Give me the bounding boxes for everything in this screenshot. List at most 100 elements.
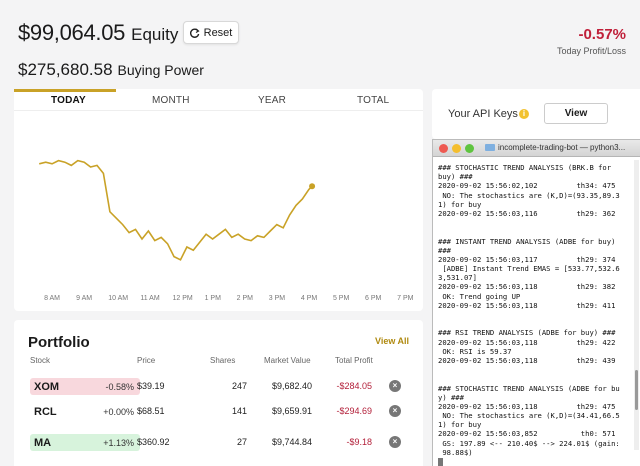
remove-stock-icon[interactable]: × — [389, 405, 401, 417]
terminal-line: [ADBE] Instant Trend EMAS = [533.77,532.… — [438, 264, 620, 274]
terminal-line: 2020-09-02 15:56:03,118 th29: 475 — [438, 401, 616, 411]
terminal-line: OK: Trend going UP — [438, 291, 521, 301]
active-tab-underline — [14, 89, 116, 92]
terminal-line: ### INSTANT TREND ANALYSIS (ADBE for buy… — [438, 236, 616, 246]
col-price: Price — [137, 356, 156, 365]
terminal-window[interactable]: incomplete-trading-bot — python3... ### … — [432, 139, 640, 466]
stock-change: +0.00% — [103, 406, 134, 417]
terminal-title: incomplete-trading-bot — python3... — [485, 143, 625, 152]
stock-price: $39.19 — [137, 381, 165, 391]
x-tick-label: 9 AM — [76, 295, 93, 302]
x-tick-label: 4 PM — [300, 295, 318, 302]
stock-market-value: $9,744.84 — [271, 437, 312, 447]
equity-row: $99,064.05 Equity — [18, 20, 178, 46]
terminal-line: ### RSI TREND ANALYSIS (ADBE for buy) ##… — [438, 328, 616, 338]
minimize-icon[interactable] — [452, 144, 461, 153]
x-tick-label: 6 PM — [365, 295, 382, 302]
x-tick-label: 7 PM — [397, 295, 414, 302]
close-icon[interactable] — [439, 144, 448, 153]
stock-total-profit: -$284.05 — [336, 381, 372, 391]
terminal-line: 2020-09-02 15:56:03,116 th29: 362 — [438, 208, 616, 218]
buying-power-row: $275,680.58 Buying Power — [18, 60, 204, 80]
stock-market-value: $9,682.40 — [271, 381, 312, 391]
stock-shares: 27 — [236, 437, 247, 447]
stock-total-profit: -$294.69 — [336, 406, 372, 416]
tab-month[interactable]: MONTH — [152, 95, 190, 106]
table-row[interactable]: RCL +0.00% $68.51 141 $9,659.91 -$294.69 × — [14, 403, 423, 421]
terminal-line: OK: RSI is 59.37 — [438, 346, 512, 356]
terminal-line — [438, 218, 628, 227]
terminal-output: ### STOCHASTIC TREND ANALYSIS (BRK.B for… — [438, 163, 628, 466]
stock-symbol: XOM — [34, 380, 60, 393]
x-tick-label: 12 PM — [172, 295, 193, 302]
remove-stock-icon[interactable]: × — [389, 436, 401, 448]
terminal-line: 3,531.07] — [438, 273, 477, 283]
col-total-profit: Total Profit — [335, 356, 373, 365]
terminal-line: 2020-09-02 15:56:02,102 th34: 475 — [438, 181, 616, 191]
stock-shares: 247 — [231, 381, 247, 391]
table-row[interactable]: MA +1.13% $360.92 27 $9,744.84 -$9.18 × — [14, 434, 423, 452]
view-api-keys-button[interactable]: View — [544, 103, 608, 124]
terminal-titlebar[interactable]: incomplete-trading-bot — python3... — [433, 140, 640, 157]
equity-chart — [39, 159, 316, 261]
chart-card: TODAY MONTH YEAR TOTAL 8 AM 9 AM 10 AM 11 A… — [14, 89, 423, 311]
tab-total[interactable]: TOTAL — [357, 95, 390, 106]
terminal-scrollbar[interactable] — [634, 160, 639, 450]
info-icon[interactable]: i — [519, 109, 529, 119]
terminal-line: NO: The stochastics are (K,D)=(34.41,66.… — [438, 411, 620, 421]
stock-change: -0.58% — [105, 381, 134, 392]
terminal-line: ### STOCHASTIC TREND ANALYSIS (BRK.B for — [438, 163, 612, 172]
stock-change: +1.13% — [103, 437, 134, 448]
terminal-line: y) ### — [438, 392, 464, 402]
terminal-line: 98.88$) — [438, 447, 473, 457]
terminal-line: 2020-09-02 15:56:03,852 th0: 571 — [438, 429, 616, 439]
terminal-line: GS: 197.89 <-- 210.40$ --> 224.01$ (gain… — [438, 438, 620, 448]
x-tick-label: 3 PM — [268, 295, 286, 302]
terminal-line: 2020-09-02 15:56:03,117 th29: 374 — [438, 254, 616, 264]
terminal-line: buy) ### — [438, 172, 473, 182]
x-tick-label: 2 PM — [236, 295, 253, 302]
stock-price: $360.92 — [137, 437, 170, 447]
terminal-title-text: incomplete-trading-bot — python3... — [498, 143, 626, 152]
x-tick-label: 11 AM — [140, 295, 160, 302]
reset-button[interactable]: Reset — [183, 21, 239, 44]
terminal-line — [438, 374, 628, 383]
x-tick-label: 8 AM — [44, 295, 61, 302]
stock-total-profit: -$9.18 — [346, 437, 372, 447]
terminal-line — [438, 319, 628, 328]
reset-icon — [189, 28, 200, 38]
terminal-line: 2020-09-02 15:56:03,118 th29: 382 — [438, 282, 616, 292]
stock-price: $68.51 — [137, 406, 165, 416]
portfolio-title: Portfolio — [28, 334, 90, 351]
portfolio-card: Portfolio View All Stock Price Shares Ma… — [14, 320, 423, 466]
tab-year[interactable]: YEAR — [258, 95, 287, 106]
x-tick-label: 1 PM — [204, 295, 221, 302]
chart-tabs: TODAY MONTH YEAR TOTAL — [14, 89, 423, 111]
stock-pill[interactable]: RCL +0.00% — [30, 403, 140, 420]
terminal-scroll-thumb[interactable] — [635, 370, 638, 410]
terminal-line: ### — [438, 245, 451, 255]
folder-icon — [485, 144, 495, 151]
api-keys-label: Your API Keys — [448, 108, 518, 120]
terminal-line: 2020-09-02 15:56:03,118 th29: 411 — [438, 300, 616, 310]
terminal-line: 2020-09-02 15:56:03,118 th29: 422 — [438, 337, 616, 347]
terminal-line: 2020-09-02 15:56:03,118 th29: 439 — [438, 355, 616, 365]
tab-today[interactable]: TODAY — [51, 95, 86, 106]
terminal-line: NO: The stochastics are (K,D)=(93.35,89.… — [438, 190, 620, 200]
today-profit-label: Today Profit/Loss — [556, 46, 626, 56]
table-row[interactable]: XOM -0.58% $39.19 247 $9,682.40 -$284.05 × — [14, 378, 423, 396]
view-all-link[interactable]: View All — [374, 336, 409, 346]
stock-shares: 141 — [231, 406, 247, 416]
remove-stock-icon[interactable]: × — [389, 380, 401, 392]
api-keys-card: Your API Keys i View — [432, 89, 640, 139]
terminal-line — [438, 310, 628, 319]
stock-symbol: MA — [34, 436, 52, 449]
stock-symbol: RCL — [34, 405, 57, 418]
stock-pill[interactable]: XOM -0.58% — [30, 378, 140, 395]
stock-pill[interactable]: MA +1.13% — [30, 434, 140, 451]
col-market-value: Market Value — [264, 356, 311, 365]
terminal-line: ### STOCHASTIC TREND ANALYSIS (ADBE for … — [438, 383, 620, 393]
today-profit-pct: -0.57% — [578, 26, 626, 43]
maximize-icon[interactable] — [465, 144, 474, 153]
buying-power-value: $275,680.58 — [18, 60, 113, 79]
